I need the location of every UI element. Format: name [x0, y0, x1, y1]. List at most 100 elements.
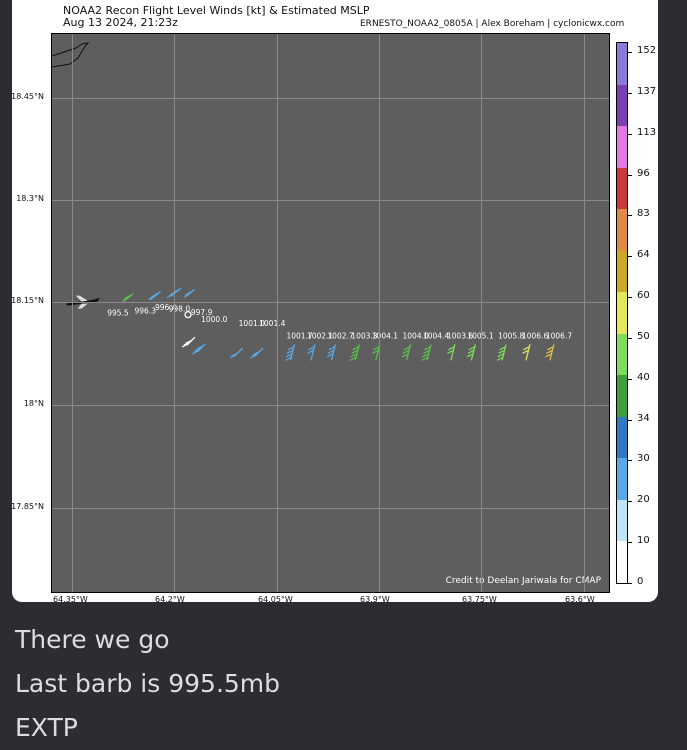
mslp-label: 1006.7: [546, 331, 572, 340]
colorbar-label: 96: [637, 167, 650, 179]
colorbar-label: 50: [637, 330, 650, 342]
wind-barb: [181, 336, 196, 348]
colorbar-segment: [617, 43, 627, 85]
colorbar-tick: [628, 174, 632, 176]
mslp-label: 1001.0: [239, 319, 265, 328]
mslp-label: 1004.4: [423, 331, 449, 340]
colorbar-segment: [617, 333, 627, 376]
mslp-label: 1004.1: [372, 331, 398, 340]
wind-barb: [192, 343, 206, 355]
wind-barb: [184, 289, 196, 299]
coastline: [52, 42, 90, 68]
colorbar-tick: [628, 52, 632, 53]
lon-tick-label: 63.75°W: [462, 595, 497, 604]
colorbar: [616, 42, 628, 584]
mslp-label: 997.9: [191, 308, 213, 317]
wind-barb: [229, 347, 244, 359]
colorbar-segment: [617, 541, 627, 583]
mslp-label: 1006.6: [522, 331, 548, 340]
colorbar-segment: [617, 416, 627, 459]
lon-gridline: [379, 34, 380, 592]
colorbar-segment: [617, 167, 627, 210]
lat-gridline: [52, 508, 609, 509]
wind-barb: [421, 344, 432, 361]
wind-barb: [545, 344, 555, 361]
message-line-3: EXTP: [15, 713, 78, 742]
colorbar-tick: [628, 501, 632, 503]
mslp-label: 1001.4: [259, 319, 285, 328]
colorbar-tick: [628, 256, 632, 258]
lon-tick-label: 63.6°W: [565, 595, 595, 604]
colorbar-label: 64: [637, 249, 650, 261]
wind-barb: [284, 344, 296, 361]
mslp-label: 1003.6: [447, 331, 473, 340]
lat-gridline: [52, 405, 609, 406]
lat-tick-label: 17.85°N: [11, 502, 44, 511]
mslp-label: 1004.0: [403, 331, 429, 340]
colorbar-segment: [617, 84, 627, 127]
chart-title: NOAA2 Recon Flight Level Winds [kt] & Es…: [63, 4, 370, 17]
colorbar-label: 83: [637, 208, 650, 220]
colorbar-tick: [628, 419, 632, 421]
lon-gridline: [481, 34, 482, 592]
wind-barb: [122, 293, 134, 303]
wind-barb: [148, 291, 161, 301]
lat-gridline: [52, 98, 609, 99]
mslp-label: 1001.7: [286, 331, 312, 340]
colorbar-tick: [628, 92, 632, 94]
wind-barb: [522, 344, 531, 361]
lat-tick-label: 18.15°N: [11, 296, 44, 305]
mslp-label: 996.3: [135, 307, 157, 316]
colorbar-label: 30: [637, 453, 650, 465]
colorbar-tick: [628, 378, 632, 380]
wind-barb: [447, 344, 456, 361]
mslp-label: 1005.1: [467, 331, 493, 340]
lon-tick-label: 63.9°W: [360, 595, 390, 604]
colorbar-label: 137: [637, 85, 657, 97]
colorbar-segment: [617, 375, 627, 417]
wind-barb: [349, 344, 360, 361]
mslp-label: 1005.8: [498, 331, 524, 340]
lon-tick-label: 64.05°W: [258, 595, 293, 604]
lon-gridline: [72, 34, 73, 592]
wind-barb: [307, 344, 316, 361]
colorbar-label: 113: [637, 126, 657, 138]
aircraft-icon: [65, 295, 100, 309]
colorbar-segment: [617, 250, 627, 293]
colorbar-segment: [617, 499, 627, 542]
lat-gridline: [52, 200, 609, 201]
colorbar-label: 60: [637, 290, 650, 302]
mslp-label: 1000.0: [201, 315, 227, 324]
chart-datetime: Aug 13 2024, 21:23z: [63, 16, 178, 29]
chat-message: There we go Last barb is 995.5mb EXTP: [15, 618, 280, 750]
colorbar-label: 0: [637, 576, 644, 587]
colorbar-label: 10: [637, 535, 650, 547]
lon-gridline: [584, 34, 585, 592]
wind-barb: [401, 344, 412, 361]
lat-gridline: [52, 302, 609, 303]
colorbar-segment: [617, 292, 627, 334]
lon-gridline: [174, 34, 175, 592]
mslp-label: 995.5: [107, 309, 129, 318]
lon-tick-label: 64.35°W: [53, 595, 88, 604]
mslp-label: 1002.7: [327, 331, 353, 340]
lon-gridline: [277, 34, 278, 592]
wind-barb: [496, 344, 507, 361]
lat-tick-label: 18°N: [23, 399, 44, 408]
mslp-label: 1003.3: [351, 331, 377, 340]
colorbar-tick: [628, 583, 632, 584]
colorbar-tick: [628, 337, 632, 339]
center-marker: [184, 310, 192, 319]
lat-tick-label: 18.3°N: [16, 194, 44, 203]
colorbar-tick: [628, 133, 632, 135]
colorbar-label: 152: [637, 45, 657, 56]
colorbar-tick: [628, 215, 632, 217]
colorbar-tick: [628, 460, 632, 462]
wind-barb: [466, 344, 476, 361]
colorbar-label: 40: [637, 371, 650, 383]
colorbar-label: 34: [637, 412, 650, 424]
wind-barb: [326, 344, 337, 361]
lon-tick-label: 64.2°W: [155, 595, 185, 604]
map-plot-area: 995.5 996.3 996.4 998.0 997.9 1000.0 1001.0 100…: [51, 33, 610, 593]
